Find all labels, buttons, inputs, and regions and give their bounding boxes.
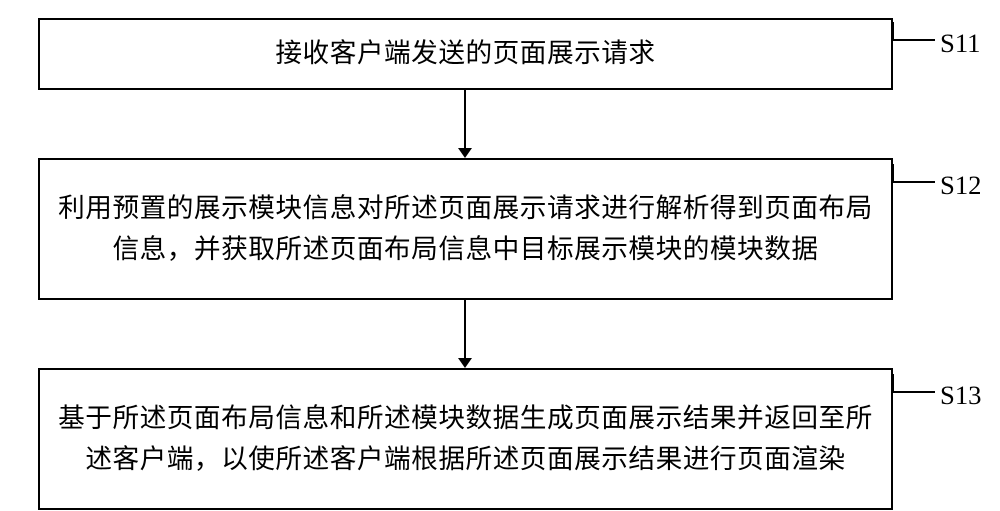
flow-node-s12: 利用预置的展示模块信息对所述页面展示请求进行解析得到页面布局信息，并获取所述页面… bbox=[38, 158, 893, 300]
flow-arrow-s12-s13 bbox=[453, 300, 477, 368]
step-label-s12: S12 bbox=[940, 170, 981, 201]
leader-line-s13 bbox=[891, 372, 937, 394]
flow-arrow-s11-s12 bbox=[453, 90, 477, 158]
leader-line-s11 bbox=[891, 20, 937, 42]
step-label-s11: S11 bbox=[940, 28, 981, 59]
flowchart-canvas: 接收客户端发送的页面展示请求 S11 利用预置的展示模块信息对所述页面展示请求进… bbox=[0, 0, 1000, 511]
step-label-s13: S13 bbox=[940, 380, 981, 411]
flow-node-s12-text: 利用预置的展示模块信息对所述页面展示请求进行解析得到页面布局信息，并获取所述页面… bbox=[40, 188, 891, 271]
flow-node-s13: 基于所述页面布局信息和所述模块数据生成页面展示结果并返回至所述客户端，以使所述客… bbox=[38, 368, 893, 510]
flow-node-s11: 接收客户端发送的页面展示请求 bbox=[38, 18, 893, 90]
flow-node-s11-text: 接收客户端发送的页面展示请求 bbox=[40, 33, 891, 74]
flow-node-s13-text: 基于所述页面布局信息和所述模块数据生成页面展示结果并返回至所述客户端，以使所述客… bbox=[40, 398, 891, 481]
leader-line-s12 bbox=[891, 162, 937, 184]
